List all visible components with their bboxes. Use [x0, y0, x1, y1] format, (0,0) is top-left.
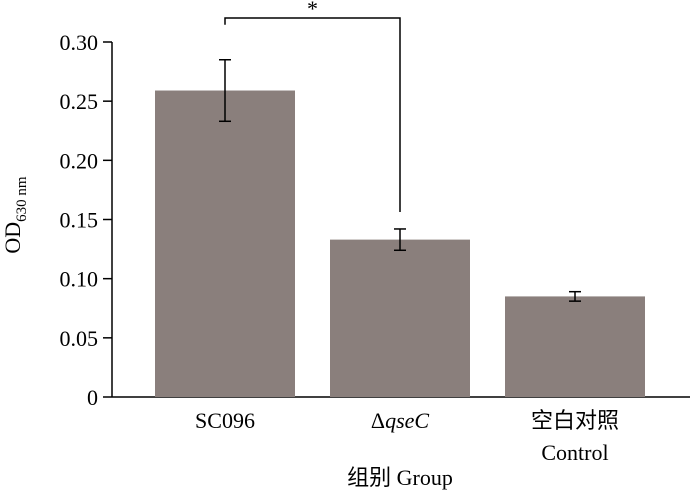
y-tick-label: 0.30 [60, 30, 99, 55]
category-label: SC096 [195, 408, 255, 433]
error-bars [219, 59, 581, 302]
bar [330, 239, 470, 397]
y-tick-label: 0.25 [60, 89, 99, 114]
y-tick-label: 0.10 [60, 267, 99, 292]
category-label: ΔqseC [371, 408, 429, 433]
category-label: 空白对照 [531, 408, 619, 433]
significance-bracket: * [224, 0, 401, 212]
category-labels: SC096 ΔqseC 空白对照 Control [195, 408, 619, 465]
y-tick-label: 0.15 [60, 208, 99, 233]
category-label-prefix: Δ [371, 408, 385, 433]
bar [155, 90, 295, 398]
category-label-line2: Control [541, 440, 608, 465]
y-axis-title-subscript: 630 nm [14, 176, 30, 222]
y-axis-title: OD630 nm [0, 176, 30, 254]
bars [155, 90, 645, 398]
significance-star: * [307, 0, 318, 21]
bar [505, 296, 645, 397]
category-label-italic: qseC [385, 408, 429, 433]
x-axis-title: 组别 Group [347, 465, 453, 490]
y-ticks: 0 0.05 0.10 0.15 0.20 0.25 0.30 [60, 30, 112, 410]
significance-line [224, 17, 401, 212]
y-axis: 0 0.05 0.10 0.15 0.20 0.25 0.30 [60, 30, 113, 410]
y-tick-label: 0 [87, 385, 98, 410]
y-axis-title-main: OD [0, 222, 25, 254]
y-tick-label: 0.05 [60, 326, 99, 351]
y-tick-label: 0.20 [60, 148, 99, 173]
